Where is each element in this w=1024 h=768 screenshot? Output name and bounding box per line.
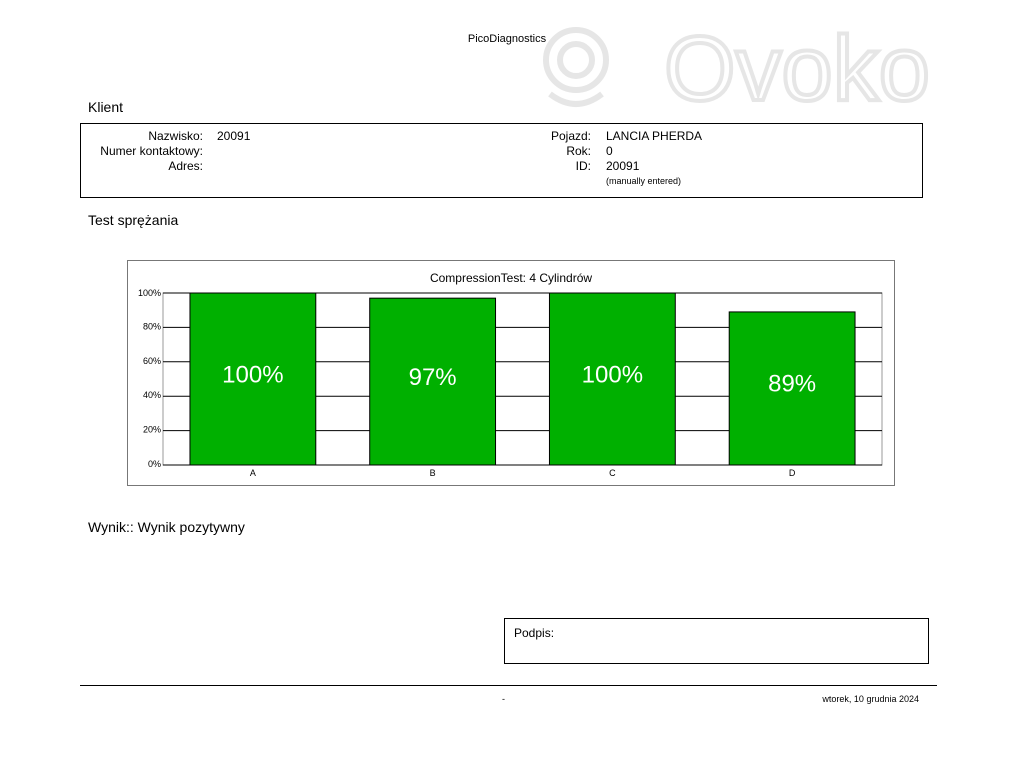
signature-box: Podpis: bbox=[504, 618, 929, 664]
y-tick-label: 0% bbox=[148, 459, 161, 469]
footer-center-text: - bbox=[502, 694, 505, 704]
bar-a bbox=[189, 292, 317, 466]
vehicle-value: LANCIA PHERDA bbox=[606, 129, 703, 143]
test-heading: Test sprężania bbox=[88, 212, 179, 228]
watermark-smile-icon bbox=[548, 91, 604, 107]
compression-chart: CompressionTest: 4 Cylindrów 0% 20% 40% 60%… bbox=[127, 260, 895, 486]
year-label: Rok: bbox=[566, 144, 591, 158]
bar-c bbox=[548, 292, 676, 466]
watermark-ring-inner-icon bbox=[557, 41, 595, 79]
x-tick-label: C bbox=[609, 468, 616, 478]
footer-date: wtorek, 10 grudnia 2024 bbox=[822, 694, 919, 704]
chart-title: CompressionTest: 4 Cylindrów bbox=[429, 271, 593, 285]
bar-b bbox=[369, 297, 497, 466]
signature-label: Podpis: bbox=[514, 626, 555, 640]
x-tick-label: D bbox=[789, 468, 796, 478]
contact-label: Numer kontaktowy: bbox=[100, 144, 203, 158]
watermark-logo: Ovoko bbox=[543, 22, 932, 118]
client-heading: Klient bbox=[88, 99, 124, 115]
vehicle-label: Pojazd: bbox=[550, 129, 591, 143]
address-label: Adres: bbox=[168, 159, 203, 173]
chart-plot: 0% 20% 40% 60% 80% 100% 100% A 97% B 100% C 89% D bbox=[138, 288, 883, 478]
bar-d bbox=[728, 311, 856, 466]
y-tick-label: 20% bbox=[143, 425, 161, 435]
id-label: ID: bbox=[575, 159, 591, 173]
bar-value-label: 97% bbox=[409, 364, 457, 391]
y-tick-label: 80% bbox=[143, 321, 161, 331]
x-tick-label: B bbox=[430, 468, 436, 478]
result-text: Wynik:: Wynik pozytywny bbox=[88, 519, 245, 535]
surname-label: Nazwisko: bbox=[148, 129, 203, 143]
y-tick-label: 60% bbox=[143, 356, 161, 366]
x-tick-label: A bbox=[250, 468, 256, 478]
y-tick-label: 100% bbox=[138, 288, 161, 298]
bar-value-label: 100% bbox=[582, 361, 643, 388]
watermark-text: Ovoko bbox=[664, 22, 930, 118]
id-note: (manually entered) bbox=[606, 176, 682, 186]
footer-divider bbox=[80, 685, 937, 686]
id-value: 20091 bbox=[606, 159, 640, 173]
bar-value-label: 89% bbox=[768, 371, 816, 398]
bar-value-label: 100% bbox=[222, 361, 283, 388]
app-title: PicoDiagnostics bbox=[467, 33, 547, 45]
y-tick-label: 40% bbox=[143, 390, 161, 400]
surname-value: 20091 bbox=[217, 129, 251, 143]
watermark-ring-icon bbox=[543, 27, 609, 93]
client-info-box: Nazwisko: 20091 Numer kontaktowy: Adres:… bbox=[80, 123, 923, 198]
year-value: 0 bbox=[606, 144, 613, 158]
